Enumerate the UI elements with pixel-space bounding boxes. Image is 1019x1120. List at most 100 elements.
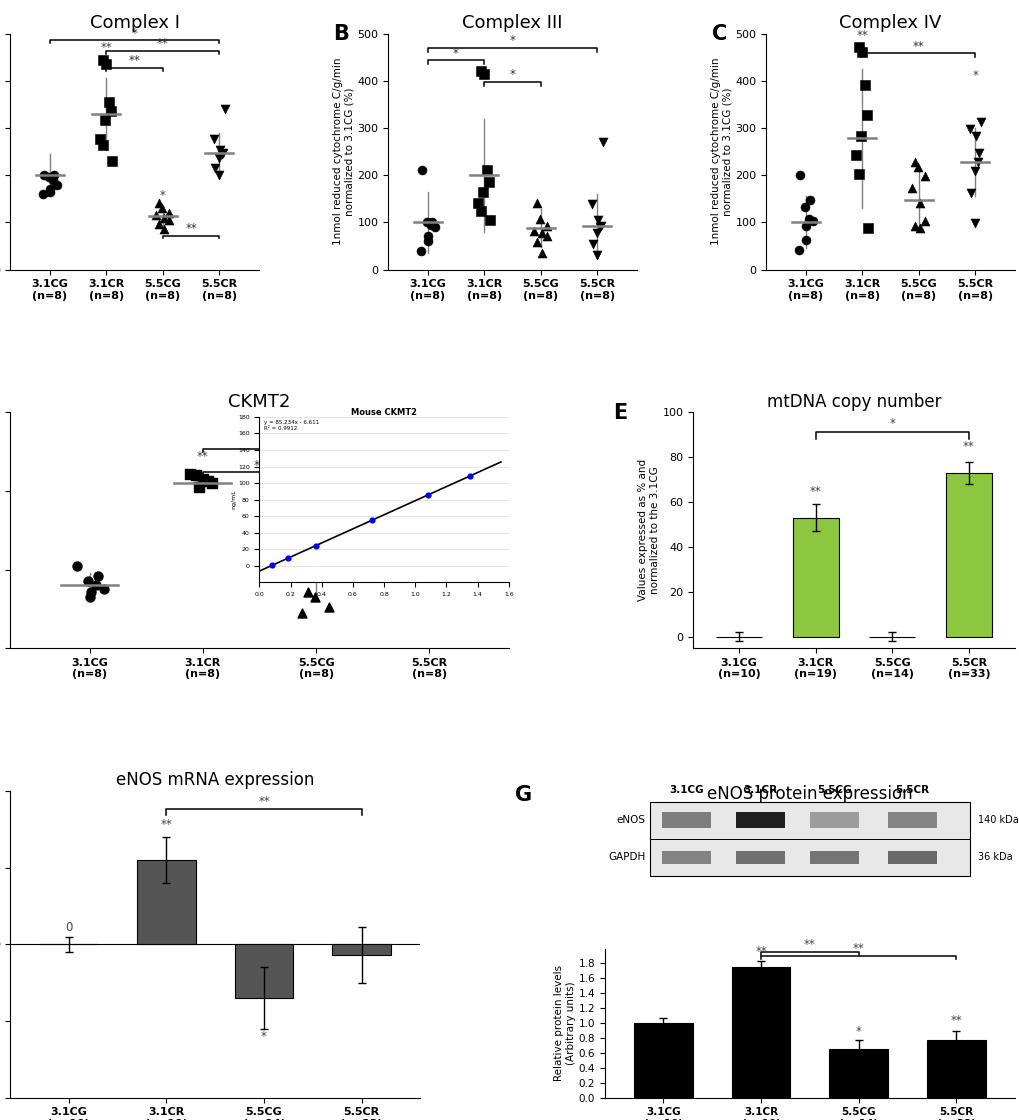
Point [204,474,220,492]
Bar [137,860,196,944]
Point [45,171,61,189]
Point [434,502,450,520]
Bar [634,1023,692,1098]
Y-axis label: 1nmol reduced cytochrome C/g/min
normalized to 3.1CG (%): 1nmol reduced cytochrome C/g/min normali… [332,58,355,245]
Point [96,580,112,598]
Point [413,161,429,179]
Bar [736,851,785,864]
Point [418,214,434,232]
Point [104,152,120,170]
Title: eNOS mRNA expression: eNOS mRNA expression [116,772,314,790]
Text: E: E [612,403,627,423]
Point [584,234,600,252]
Y-axis label: Values expressed as % and
normalized to the 3.1CG: Values expressed as % and normalized to … [638,459,659,601]
Point [966,214,982,232]
Bar [731,968,790,1098]
Point [150,195,166,213]
Point [92,130,108,148]
Text: **: ** [950,1014,961,1027]
Text: eNOS: eNOS [616,815,645,825]
Point [911,194,927,212]
Point [906,217,922,235]
Point [181,465,198,483]
Point [588,246,604,264]
Bar [792,517,838,637]
Point [95,52,111,69]
Text: **: ** [809,485,821,497]
Point [410,517,426,535]
Point [423,214,439,232]
Text: *: * [452,47,459,59]
Bar [661,851,710,864]
Point [859,220,875,237]
Bar [887,851,936,864]
Point [903,179,919,197]
Point [850,166,866,184]
Text: **: ** [128,54,141,67]
Bar [661,812,710,828]
Point [422,520,438,538]
Point [595,133,611,151]
Point [423,216,439,234]
Point [858,105,874,123]
Text: **: ** [160,818,172,831]
Point [426,551,442,569]
Point [200,473,216,491]
Point [413,507,429,525]
Point [211,141,227,159]
Point [161,204,177,222]
Point [191,478,207,496]
Text: **: ** [258,795,270,808]
Text: *: * [510,34,515,47]
Point [796,198,812,216]
Point [213,146,229,164]
Text: 140 kDa: 140 kDa [977,815,1018,825]
Text: 5.5CG: 5.5CG [816,785,851,795]
Point [791,241,807,259]
Point [847,147,863,165]
Point [211,149,227,167]
Point [42,184,58,202]
Point [804,213,820,231]
Title: Complex I: Complex I [90,15,179,32]
Point [424,494,440,512]
Point [961,120,977,138]
Text: *: * [261,1030,267,1043]
Point [207,159,223,177]
Point [151,215,167,233]
Bar [809,812,858,828]
Title: Complex IV: Complex IV [839,15,941,32]
Point [300,582,316,600]
Point [967,128,983,146]
Point [155,220,171,237]
Point [161,212,177,230]
Point [532,209,548,227]
Point [83,582,99,600]
Point [42,180,58,198]
Point [215,143,231,161]
Point [69,557,86,575]
Point [791,166,807,184]
Text: GAPDH: GAPDH [608,852,645,862]
Point [538,217,554,235]
Text: **: ** [157,37,168,49]
Text: **: ** [254,459,265,472]
Text: **: ** [423,489,435,503]
Point [588,224,604,242]
Point [473,202,489,220]
Bar [809,851,858,864]
Title: mtDNA copy number: mtDNA copy number [766,393,941,411]
Point [969,153,985,171]
Point [797,232,813,250]
Point [90,567,106,585]
Point [800,209,816,227]
Text: *: * [313,436,319,448]
Point [478,161,494,179]
Text: *: * [971,68,977,82]
Point [525,222,541,240]
Point [472,63,488,81]
Point [972,113,988,131]
Point [187,466,204,484]
Point [853,43,869,60]
Point [962,184,978,202]
